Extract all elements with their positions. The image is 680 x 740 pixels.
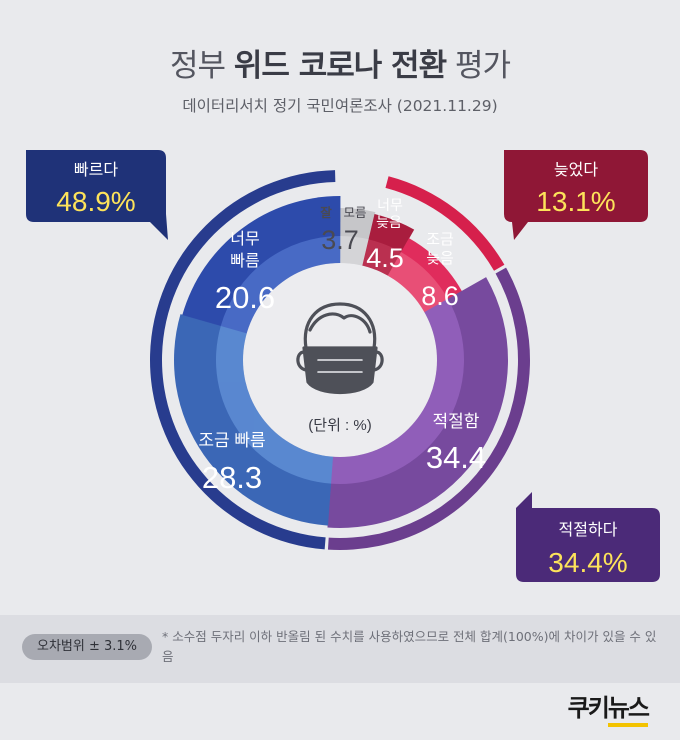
band-very-fast (220, 236, 341, 334)
footer: 오차범위 ± 3.1% * 소수점 두자리 이하 반올림 된 수치를 사용하였으… (0, 615, 680, 683)
value-very-fast: 20.6 (215, 280, 275, 315)
title-emphasis: 위드 코로나 전환 (233, 48, 447, 84)
callout-appropriate-box (516, 492, 660, 582)
band-somewhat-late (387, 252, 448, 313)
callout-fast-box (26, 150, 168, 240)
callout-late (504, 150, 648, 240)
outer-ring (149, 170, 530, 550)
value-very-late: 4.5 (366, 243, 404, 273)
callout-appropriate (516, 492, 660, 582)
callout-late-box (504, 150, 648, 240)
label-appropriate: 적절함 (433, 412, 480, 431)
callout-fast-label: 빠르다 (74, 161, 118, 179)
value-somewhat-late: 8.6 (421, 281, 459, 311)
band-somewhat-fast (215, 325, 334, 484)
label-dont-know-b: 모름 (343, 206, 366, 220)
band-dont-know (340, 236, 369, 266)
unit-note: (단위 : %) (308, 417, 371, 434)
donut-chart: (단위 : %) 잘 모름 3.7 너무 늦음 4.5 조금 늦음 8.6 적절… (26, 150, 660, 582)
callout-fast-value: 48.9% (56, 186, 135, 217)
callout-late-label: 늦었다 (554, 161, 598, 179)
value-somewhat-fast: 28.3 (202, 460, 262, 495)
callout-fast (26, 150, 168, 240)
page-subtitle: 데이터리서치 정기 국민여론조사 (2021.11.29) (182, 97, 498, 115)
label-somewhat-fast: 조금 빠름 (198, 431, 265, 450)
band-appropriate (330, 298, 464, 485)
outer-arc-late (385, 176, 505, 271)
value-dont-know: 3.7 (321, 225, 359, 255)
page-title: 정부 위드 코로나 전환 평가 (169, 48, 511, 84)
inner-band (215, 236, 464, 485)
label-very-late-a: 너무 (377, 197, 403, 213)
label-very-fast-b: 빠름 (230, 252, 259, 270)
label-very-fast-a: 너무 (230, 230, 259, 248)
band-very-late (362, 239, 402, 276)
margin-of-error-badge: 오차범위 ± 3.1% (22, 634, 152, 660)
mask-face-icon (296, 302, 384, 394)
outer-arc-appropriate (327, 267, 530, 550)
kuki-news-logo: 쿠키뉴스 (568, 688, 650, 727)
value-appropriate: 34.4 (426, 440, 486, 475)
label-very-late-b: 늦음 (376, 214, 402, 230)
label-somewhat-late-b: 늦음 (426, 250, 454, 267)
footnote: * 소수점 두자리 이하 반올림 된 수치를 사용하였으므로 전체 합계(100… (162, 629, 657, 664)
callout-appropriate-value: 34.4% (548, 547, 627, 578)
label-somewhat-late-a: 조금 (426, 231, 454, 248)
callout-appropriate-label: 적절하다 (559, 521, 618, 539)
callout-late-value: 13.1% (536, 186, 615, 217)
label-dont-know-a: 잘 (320, 206, 332, 220)
